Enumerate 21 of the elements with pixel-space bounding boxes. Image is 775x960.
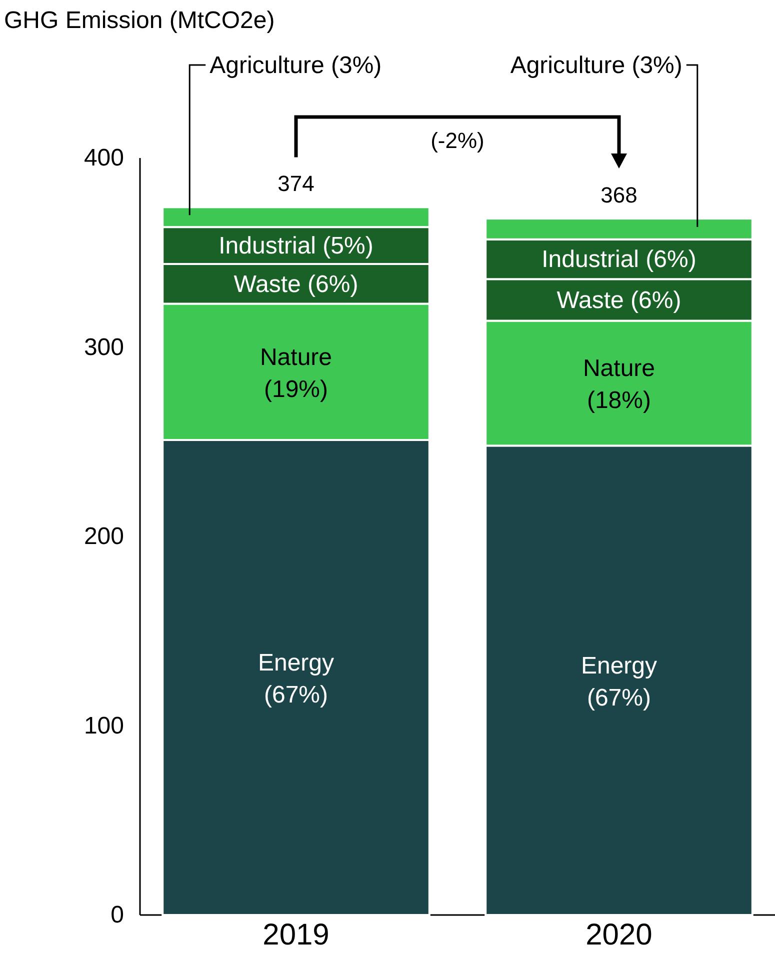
annotation: Energy (67%)	[258, 649, 334, 708]
total-label: 368	[600, 182, 638, 208]
text: (-2%)	[430, 128, 484, 153]
annotation: Waste (6%)	[234, 270, 358, 298]
text: Agriculture (3%)	[210, 52, 382, 79]
y-tick-label: 400	[84, 144, 124, 172]
annotation: Industrial (6%)	[542, 246, 696, 274]
y-axis-title: GHG Emission (MtCO2e)	[4, 7, 275, 34]
annotation: Waste (6%)	[556, 286, 682, 314]
annotation: Nature (19%)	[260, 344, 332, 403]
total-label: 374	[278, 171, 314, 196]
y-tick-label: 300	[84, 334, 124, 361]
x-tick-label: 2020	[586, 918, 652, 952]
annotation: Energy (67%)	[580, 652, 658, 712]
annotation: Nature (18%)	[582, 355, 656, 414]
annotation: Industrial (5%)	[218, 232, 374, 260]
y-tick-label: 0	[110, 902, 124, 929]
text: Agriculture (3%)	[510, 52, 682, 79]
x-tick-label: 2019	[262, 918, 330, 952]
y-tick-label: 100	[84, 712, 124, 740]
y-tick-label: 200	[84, 523, 124, 550]
